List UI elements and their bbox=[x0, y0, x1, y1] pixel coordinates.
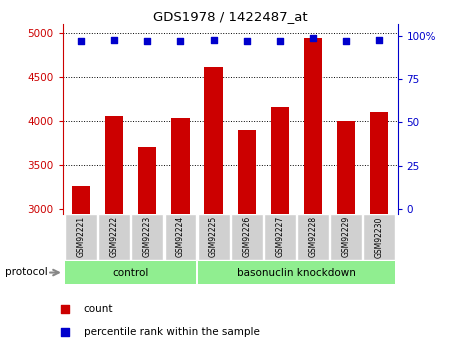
FancyBboxPatch shape bbox=[98, 214, 130, 260]
Point bbox=[243, 39, 251, 44]
Text: basonuclin knockdown: basonuclin knockdown bbox=[237, 268, 356, 277]
Text: GSM92226: GSM92226 bbox=[242, 216, 251, 257]
FancyBboxPatch shape bbox=[132, 214, 163, 260]
Title: GDS1978 / 1422487_at: GDS1978 / 1422487_at bbox=[153, 10, 307, 23]
FancyBboxPatch shape bbox=[198, 214, 230, 260]
Point bbox=[110, 37, 118, 42]
Point bbox=[61, 329, 69, 334]
Bar bbox=[304, 38, 322, 214]
Text: GSM92223: GSM92223 bbox=[143, 216, 152, 257]
Text: percentile rank within the sample: percentile rank within the sample bbox=[84, 327, 259, 337]
Text: GSM92225: GSM92225 bbox=[209, 216, 218, 257]
Text: GSM92230: GSM92230 bbox=[375, 216, 384, 258]
Bar bbox=[171, 118, 190, 214]
FancyBboxPatch shape bbox=[65, 261, 196, 284]
Bar bbox=[72, 186, 90, 214]
Point bbox=[61, 306, 69, 312]
Point bbox=[210, 37, 217, 42]
Text: control: control bbox=[113, 268, 149, 277]
FancyBboxPatch shape bbox=[330, 214, 362, 260]
Text: GSM92222: GSM92222 bbox=[110, 216, 119, 257]
FancyBboxPatch shape bbox=[198, 261, 395, 284]
Text: GSM92221: GSM92221 bbox=[77, 216, 86, 257]
Point bbox=[77, 39, 85, 44]
FancyBboxPatch shape bbox=[65, 214, 97, 260]
Text: GSM92229: GSM92229 bbox=[342, 216, 351, 257]
Bar bbox=[271, 107, 289, 214]
Point bbox=[376, 37, 383, 42]
Text: GSM92224: GSM92224 bbox=[176, 216, 185, 257]
Point bbox=[343, 39, 350, 44]
FancyBboxPatch shape bbox=[297, 214, 329, 260]
Bar bbox=[138, 147, 156, 214]
Bar bbox=[337, 121, 355, 214]
Bar bbox=[205, 67, 223, 214]
Text: GSM92228: GSM92228 bbox=[309, 216, 318, 257]
Bar bbox=[105, 116, 123, 214]
Point bbox=[309, 35, 317, 41]
FancyBboxPatch shape bbox=[231, 214, 263, 260]
Bar bbox=[370, 111, 388, 214]
Point bbox=[144, 39, 151, 44]
Text: protocol: protocol bbox=[5, 267, 47, 277]
FancyBboxPatch shape bbox=[165, 214, 196, 260]
FancyBboxPatch shape bbox=[364, 214, 395, 260]
FancyBboxPatch shape bbox=[264, 214, 296, 260]
Point bbox=[177, 39, 184, 44]
Bar bbox=[238, 130, 256, 214]
Point bbox=[276, 39, 284, 44]
Text: count: count bbox=[84, 304, 113, 314]
Text: GSM92227: GSM92227 bbox=[275, 216, 285, 257]
